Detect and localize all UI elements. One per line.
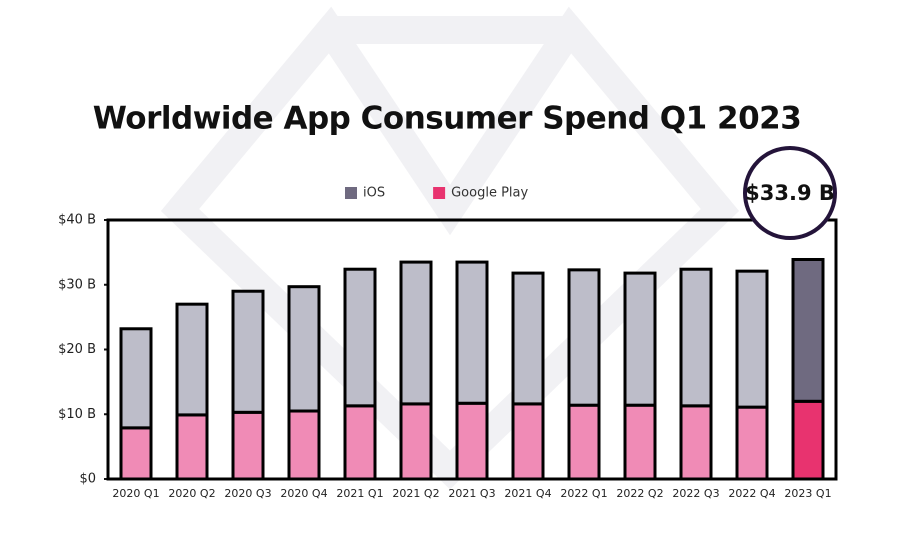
- y-tick-label: $10 B: [58, 407, 96, 422]
- bar-segment: [679, 267, 713, 408]
- x-tick-label: 2023 Q1: [784, 487, 831, 500]
- x-tick-label: 2022 Q2: [616, 487, 663, 500]
- x-tick-label: 2020 Q4: [280, 487, 327, 500]
- bar-segment: [175, 302, 209, 417]
- bar-segment: [735, 269, 769, 409]
- bar-segment: [511, 402, 545, 481]
- bar-segment: [399, 260, 433, 406]
- x-tick-label: 2020 Q2: [168, 487, 215, 500]
- x-tick-label: 2022 Q3: [672, 487, 719, 500]
- x-tick-label: 2022 Q4: [728, 487, 775, 500]
- watermark-shape: [169, 6, 731, 236]
- y-tick-label: $30 B: [58, 277, 96, 292]
- y-tick-label: $20 B: [58, 342, 96, 357]
- legend-label: Google Play: [451, 186, 528, 201]
- bar-segment: [455, 401, 489, 481]
- legend-swatch: [433, 187, 446, 199]
- bar-segment: [735, 405, 769, 481]
- bar-segment: [231, 410, 265, 481]
- x-tick-label: 2021 Q1: [336, 487, 383, 500]
- x-tick-label: 2021 Q3: [448, 487, 495, 500]
- bar-segment: [231, 289, 265, 414]
- y-tick-label: $40 B: [58, 213, 96, 228]
- bar-segment: [343, 267, 377, 408]
- annotation-circle: [743, 146, 837, 240]
- bar-segment: [791, 257, 825, 403]
- bar-segment: [287, 285, 321, 413]
- bar-segment: [623, 403, 657, 481]
- x-tick-label: 2021 Q4: [504, 487, 551, 500]
- y-tick-label: $0: [79, 472, 96, 487]
- annotation-text: $33.9 B: [745, 181, 835, 205]
- x-tick-label: 2020 Q3: [224, 487, 271, 500]
- legend-label: iOS: [363, 186, 385, 201]
- chart-title: Worldwide App Consumer Spend Q1 2023: [93, 101, 802, 137]
- x-tick-label: 2021 Q2: [392, 487, 439, 500]
- bar-segment: [119, 327, 153, 430]
- bar-segment: [567, 403, 601, 481]
- legend-swatch: [345, 187, 357, 199]
- bar-segment: [175, 413, 209, 481]
- bar-segment: [679, 404, 713, 481]
- bar-segment: [567, 268, 601, 407]
- bar-segment: [399, 402, 433, 481]
- bar-segment: [287, 409, 321, 481]
- x-tick-label: 2020 Q1: [112, 487, 159, 500]
- bar-segment: [119, 426, 153, 481]
- bar-segment: [791, 399, 825, 481]
- bar-segment: [455, 260, 489, 405]
- bar-segment: [343, 404, 377, 481]
- bar-segment: [511, 271, 545, 406]
- bar-segment: [623, 271, 657, 407]
- x-tick-label: 2022 Q1: [560, 487, 607, 500]
